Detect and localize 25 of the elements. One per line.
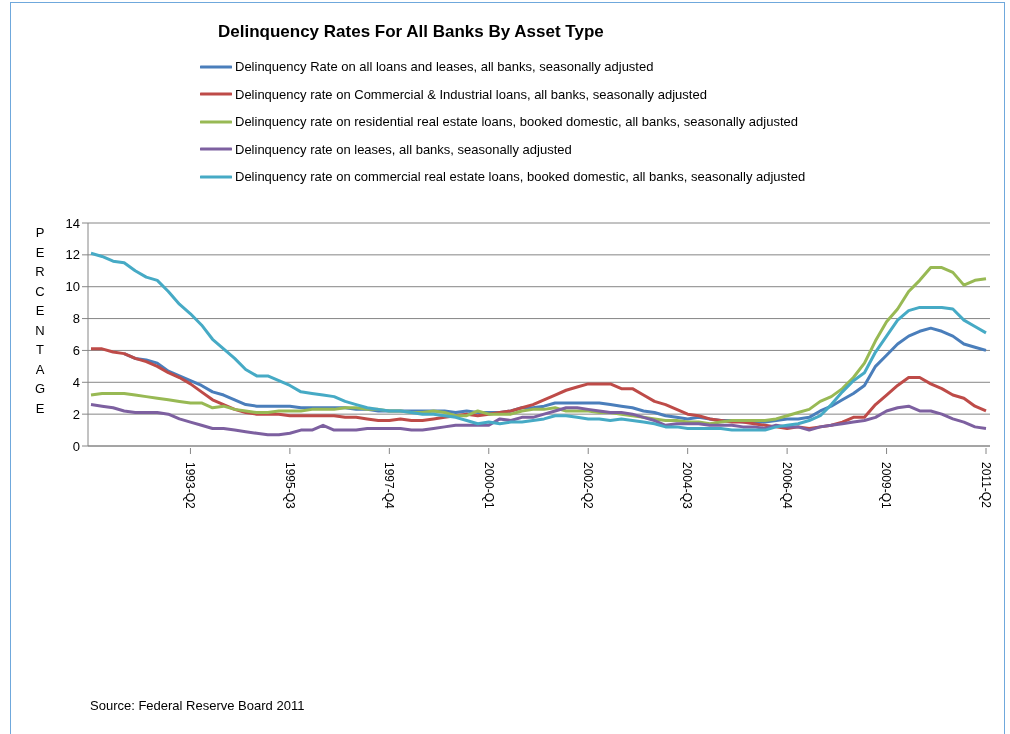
y-tick-label: 10 [65, 279, 80, 295]
legend-label: Delinquency rate on commercial real estate loans, booked domestic, all banks, seasonally adjusted [235, 169, 806, 185]
y-tick-label: 0 [72, 438, 80, 454]
text: PERCENTAGE [34, 225, 46, 416]
x-tick-label: 2006-Q4 [779, 462, 794, 510]
legend-label: Delinquency rate on Commercial & Industrial loans, all banks, seasonally adjusted [235, 86, 707, 102]
y-tick-label: 4 [72, 374, 80, 390]
x-tick-label: 2004-Q3 [680, 462, 695, 510]
y-tick-label: 14 [65, 215, 80, 231]
x-tick-label: 1993-Q2 [183, 462, 198, 510]
x-tick-label: 2002-Q2 [581, 462, 596, 510]
source-note: Source: Federal Reserve Board 2011 [90, 698, 305, 713]
y-tick-label: 2 [72, 406, 80, 422]
x-tick-label: 2009-Q1 [879, 462, 894, 510]
y-tick-label: 8 [72, 311, 80, 327]
x-tick-label: 1995-Q3 [282, 462, 297, 510]
chart-title: Delinquency Rates For All Banks By Asset Type [218, 22, 604, 42]
y-tick-label: 12 [65, 247, 80, 263]
y-tick-label: 6 [72, 343, 80, 359]
legend-label: Delinquency rate on leases, all banks, seasonally adjusted [235, 141, 572, 157]
legend-label: Delinquency rate on residential real estate loans, booked domestic, all banks, seasonally adjusted [235, 114, 798, 130]
legend-label: Delinquency Rate on all loans and leases, all banks, seasonally adjusted [235, 59, 654, 75]
x-tick-label: 2011-Q2 [978, 462, 993, 509]
x-tick-label: 2000-Q1 [481, 462, 496, 510]
x-tick-label: 1997-Q4 [382, 462, 397, 510]
